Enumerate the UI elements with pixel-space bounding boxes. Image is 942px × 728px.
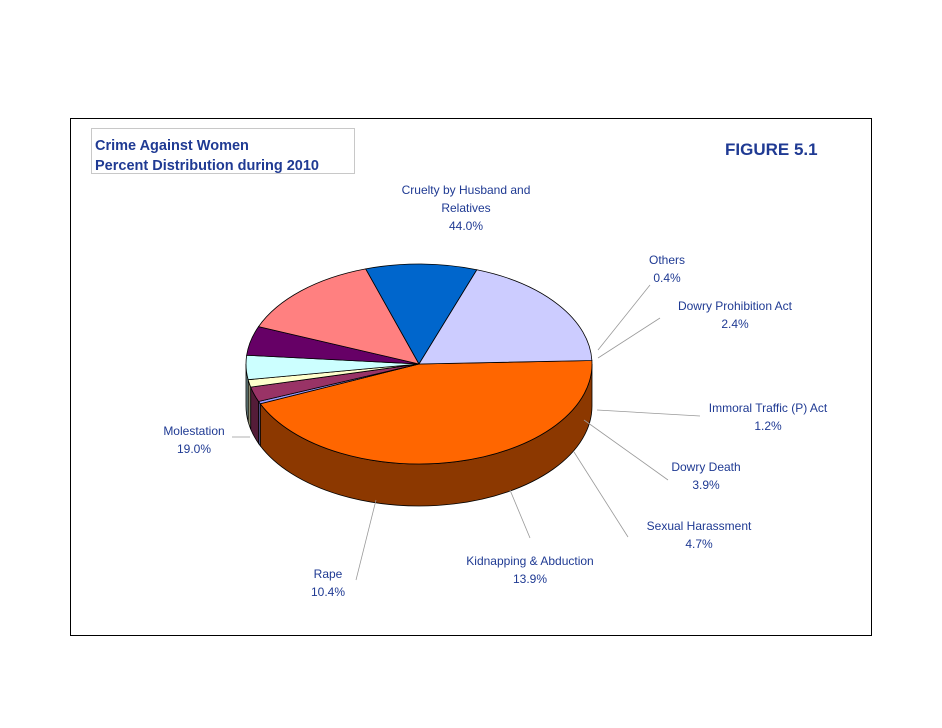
leader-line-dowry-death bbox=[583, 419, 669, 481]
pie-slice-molestation bbox=[418, 269, 593, 365]
slice-label-others: Others bbox=[649, 253, 685, 267]
slice-label-dowry-prohibition-act: Dowry Prohibition Act bbox=[678, 299, 793, 313]
slice-label-molestation: Molestation bbox=[163, 424, 224, 438]
title-box bbox=[91, 128, 355, 174]
chart-title-line-2: Percent Distribution during 2010 bbox=[95, 158, 319, 174]
chart-frame bbox=[70, 118, 872, 636]
slice-label-rape: Rape bbox=[314, 567, 343, 581]
leader-line-kidnapping-and-abduction bbox=[509, 489, 531, 539]
leader-line-sexual-harassment bbox=[573, 451, 629, 538]
slice-label-dowry-death: Dowry Death bbox=[671, 460, 740, 474]
slice-value-others: 0.4% bbox=[653, 271, 681, 285]
pie-slice-cruelty-by-husband-and-relatives bbox=[259, 360, 593, 465]
slice-label-kidnapping-and-abduction: Kidnapping & Abduction bbox=[466, 554, 593, 568]
slice-value-dowry-death: 3.9% bbox=[692, 478, 720, 492]
slice-label-cruelty-by-husband-and-relatives: Relatives bbox=[441, 201, 490, 215]
slice-value-molestation: 19.0% bbox=[177, 442, 211, 456]
slice-label-sexual-harassment: Sexual Harassment bbox=[647, 519, 752, 533]
slice-value-cruelty-by-husband-and-relatives: 44.0% bbox=[449, 219, 483, 233]
leader-line-immoral-traffic-p-act bbox=[596, 409, 701, 417]
leader-line-dowry-prohibition-act bbox=[597, 317, 661, 359]
chart-title-line-1: Crime Against Women bbox=[95, 138, 249, 154]
slice-label-cruelty-by-husband-and-relatives: Cruelty by Husband and bbox=[402, 183, 531, 197]
slice-label-immoral-traffic-p-act: Immoral Traffic (P) Act bbox=[709, 401, 828, 415]
slice-value-dowry-prohibition-act: 2.4% bbox=[721, 317, 749, 331]
leader-line-others bbox=[597, 284, 651, 351]
slice-value-sexual-harassment: 4.7% bbox=[685, 537, 713, 551]
figure-label: FIGURE 5.1 bbox=[725, 140, 818, 159]
leader-line-rape bbox=[355, 499, 377, 581]
slice-value-rape: 10.4% bbox=[311, 585, 345, 599]
pie-slice-rape bbox=[365, 263, 478, 365]
slice-value-kidnapping-and-abduction: 13.9% bbox=[513, 572, 547, 586]
slice-value-immoral-traffic-p-act: 1.2% bbox=[754, 419, 782, 433]
